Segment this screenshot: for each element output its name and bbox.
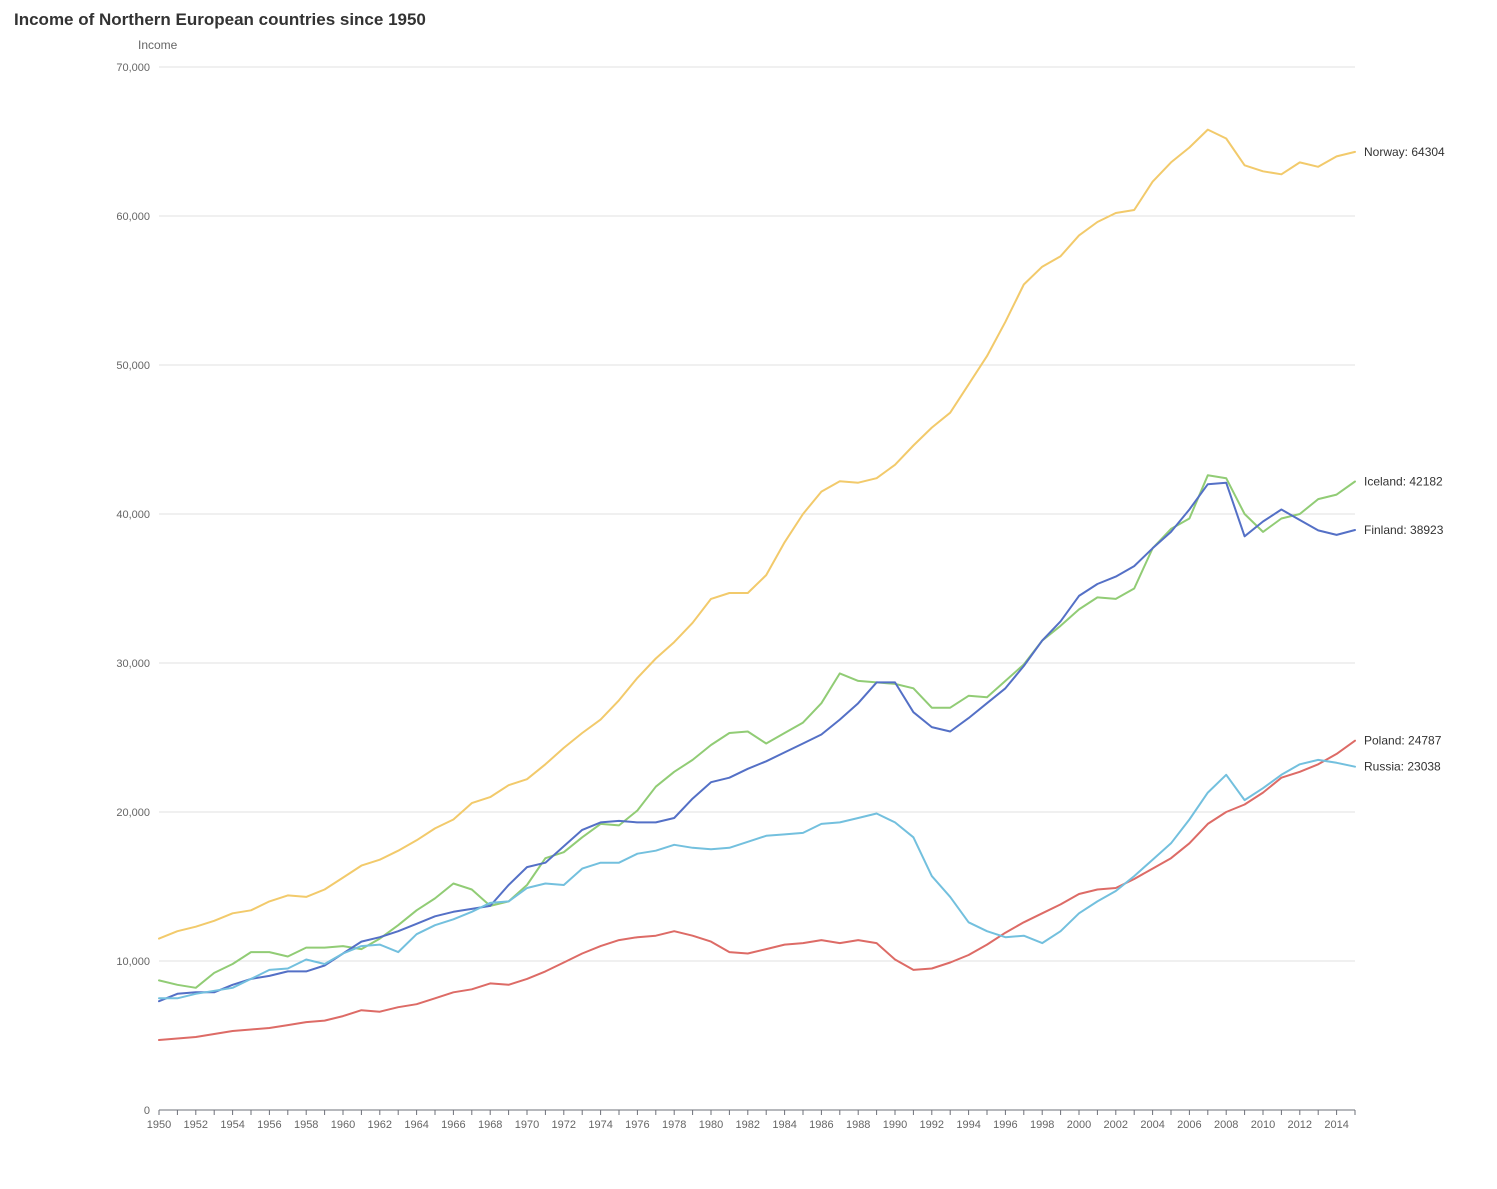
y-tick-label: 20,000	[116, 807, 150, 819]
y-tick-label: 0	[144, 1105, 150, 1117]
y-tick-label: 60,000	[116, 211, 150, 223]
chart-title: Income of Northern European countries si…	[14, 10, 426, 29]
y-tick-label: 50,000	[116, 360, 150, 372]
end-label-iceland: Iceland: 42182	[1364, 474, 1443, 488]
x-tick-label: 1968	[478, 1119, 502, 1131]
x-tick-label: 1964	[404, 1119, 428, 1131]
x-tick-label: 1954	[220, 1119, 244, 1131]
end-label-finland: Finland: 38923	[1364, 523, 1444, 537]
x-tick-label: 2000	[1067, 1119, 1091, 1131]
y-axis: Income 0 10,000 20,000 30,000 40,000 50,000 60…	[116, 38, 177, 1117]
x-tick-label: 1986	[809, 1119, 833, 1131]
x-tick-label: 2004	[1140, 1119, 1164, 1131]
x-tick-label: 1984	[772, 1119, 796, 1131]
x-tick-label: 1976	[625, 1119, 649, 1131]
end-label-poland: Poland: 24787	[1364, 734, 1442, 748]
y-tick-label: 30,000	[116, 658, 150, 670]
x-tick-label: 2010	[1251, 1119, 1275, 1131]
x-tick-label: 1970	[515, 1119, 539, 1131]
x-tick-label: 1960	[331, 1119, 355, 1131]
y-tick-label: 10,000	[116, 956, 150, 968]
series-line-finland	[158, 481, 1356, 1003]
x-tick-label: 2012	[1288, 1119, 1312, 1131]
x-tick-label: 1956	[257, 1119, 281, 1131]
x-axis: 1950 1952 1954 1956 1958 1960 1962 1964 1966 1968…	[147, 1109, 1356, 1131]
series-line-norway	[158, 128, 1356, 940]
x-tick-label: 1978	[662, 1119, 686, 1131]
series-line-russia	[158, 758, 1356, 1000]
y-tick-label: 70,000	[116, 62, 150, 74]
x-tick-label: 2014	[1324, 1119, 1348, 1131]
end-label-russia: Russia: 23038	[1364, 760, 1441, 774]
x-tick-label: 1950	[147, 1119, 171, 1131]
x-tick-label: 1962	[368, 1119, 392, 1131]
x-tick-label: 1980	[699, 1119, 723, 1131]
x-tick-label: 1990	[883, 1119, 907, 1131]
x-tick-label: 1974	[588, 1119, 612, 1131]
x-tick-label: 1994	[956, 1119, 980, 1131]
x-tick-label: 1998	[1030, 1119, 1054, 1131]
x-tick-label: 1982	[736, 1119, 760, 1131]
series-line-poland	[158, 739, 1356, 1041]
x-tick-label: 1958	[294, 1119, 318, 1131]
end-labels: Norway: 64304 Iceland: 42182 Finland: 3892…	[1364, 145, 1445, 774]
series-group	[158, 128, 1356, 1041]
end-label-norway: Norway: 64304	[1364, 145, 1445, 159]
x-tick-label: 1952	[184, 1119, 208, 1131]
x-tick-label: 1992	[920, 1119, 944, 1131]
series-line-iceland	[158, 474, 1356, 989]
x-tick-label: 2008	[1214, 1119, 1238, 1131]
x-tick-label: 1988	[846, 1119, 870, 1131]
y-tick-label: 40,000	[116, 509, 150, 521]
x-tick-label: 1972	[552, 1119, 576, 1131]
x-tick-label: 1996	[993, 1119, 1017, 1131]
y-axis-label: Income	[138, 38, 178, 52]
x-tick-label: 2002	[1104, 1119, 1128, 1131]
gridlines	[159, 66, 1355, 962]
x-tick-label: 1966	[441, 1119, 465, 1131]
x-tick-label: 2006	[1177, 1119, 1201, 1131]
